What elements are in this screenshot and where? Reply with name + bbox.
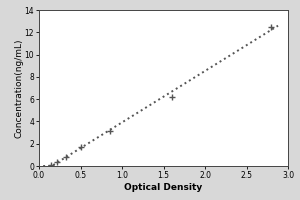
X-axis label: Optical Density: Optical Density [124, 183, 202, 192]
Y-axis label: Concentration(ng/mL): Concentration(ng/mL) [14, 38, 23, 138]
